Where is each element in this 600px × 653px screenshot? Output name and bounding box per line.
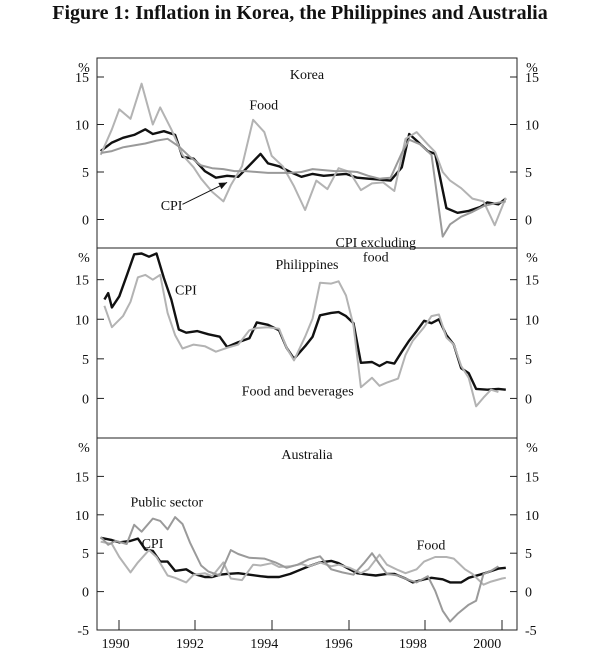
y-tick-label-left: 15 [75, 470, 89, 485]
panel-title: Korea [290, 68, 325, 83]
series-annotation: CPI [175, 284, 197, 299]
y-unit-left: % [78, 61, 90, 76]
panel-philippines: Philippines% % 0 0 5 5 10 10 15 15 CPI Food and bev… [75, 251, 539, 407]
series-annotation: food [363, 250, 389, 265]
x-axis-tick-marks [118, 620, 503, 630]
series-annotation: Food and beverages [242, 384, 354, 399]
y-tick-label-left: 10 [75, 313, 89, 328]
y-tick-label-left: 5 [82, 547, 89, 562]
y-tick-label-left: 10 [75, 119, 89, 134]
y-tick-label-right: 0 [525, 392, 532, 407]
panel-title: Australia [281, 448, 333, 463]
y-tick-label-right: 0 [525, 586, 532, 601]
series-annotation: CPI excluding [336, 236, 417, 251]
x-tick-label: 1998 [399, 637, 427, 652]
y-tick-label-right: 5 [525, 353, 532, 368]
x-tick-label: 1996 [325, 637, 353, 652]
y-tick-label-right: 5 [525, 166, 532, 181]
series-annotation: Public sector [130, 495, 203, 510]
series-line-food [99, 82, 507, 227]
series-line-cpi [99, 128, 507, 214]
y-tick-label-right: 5 [525, 547, 532, 562]
y-tick-label-right: 10 [525, 509, 539, 524]
x-tick-label: 1992 [176, 637, 204, 652]
series-line-cpi [103, 252, 506, 391]
x-tick-label: 2000 [473, 637, 501, 652]
series-line-cpi-excluding-food [100, 137, 506, 238]
y-unit-right: % [526, 251, 538, 266]
y-tick-label-right: 15 [525, 470, 539, 485]
panel-title: Philippines [275, 258, 338, 273]
y-tick-label-left: 0 [82, 586, 89, 601]
y-tick-label-left: 15 [75, 71, 89, 86]
series-annotation: Food [417, 538, 446, 553]
y-tick-label-right: 15 [525, 71, 539, 86]
y-unit-left: % [78, 251, 90, 266]
y-tick-label-left: 5 [82, 166, 89, 181]
panel-korea: Korea% % 0 0 5 5 10 10 15 15 Food CPI CPI excludingf… [75, 61, 539, 265]
annotation-arrow-head [218, 182, 228, 190]
x-tick-label: 1994 [250, 637, 278, 652]
series-line-public-sector [99, 516, 499, 623]
y-tick-label-left: 5 [82, 353, 89, 368]
y-tick-label-left: -5 [77, 624, 89, 639]
series-line-food-and-beverages [103, 273, 499, 408]
series-line-cpi [100, 536, 506, 584]
series-line-food [100, 540, 506, 586]
y-unit-left: % [78, 441, 90, 456]
y-unit-right: % [526, 441, 538, 456]
series-annotation: CPI [142, 537, 164, 552]
x-tick-label: 1990 [102, 637, 130, 652]
plot-layer: Korea% % 0 0 5 5 10 10 15 15 Food CPI CPI excludingf… [75, 61, 539, 652]
y-tick-label-left: 15 [75, 274, 89, 289]
panel-australia: Australia% % -5 -5 0 0 5 5 10 10 15 15 Public sector… [75, 441, 539, 652]
y-tick-label-right: -5 [525, 624, 537, 639]
y-tick-label-left: 10 [75, 509, 89, 524]
y-tick-label-right: 10 [525, 119, 539, 134]
y-tick-label-left: 0 [82, 392, 89, 407]
y-tick-label-right: 15 [525, 274, 539, 289]
figure-title: Figure 1: Inflation in Korea, the Philip… [52, 2, 548, 24]
y-unit-right: % [526, 61, 538, 76]
series-annotation: CPI [161, 199, 183, 214]
series-annotation: Food [249, 98, 278, 113]
annotation-arrow-line [182, 182, 228, 205]
y-tick-label-left: 0 [82, 214, 89, 229]
y-tick-label-right: 10 [525, 313, 539, 328]
y-tick-label-right: 0 [525, 214, 532, 229]
panel-frame [96, 57, 518, 631]
